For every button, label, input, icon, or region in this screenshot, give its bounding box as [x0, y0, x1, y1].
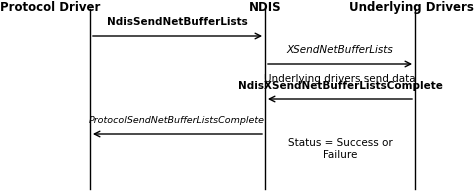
Text: XSendNetBufferLists: XSendNetBufferLists — [287, 45, 393, 55]
Text: Underlying Drivers: Underlying Drivers — [349, 1, 474, 14]
Text: Protocol Driver: Protocol Driver — [0, 1, 100, 14]
Text: ProtocolSendNetBufferListsComplete: ProtocolSendNetBufferListsComplete — [89, 116, 265, 125]
Text: Underlying drivers send data: Underlying drivers send data — [264, 74, 416, 84]
Text: NdisSendNetBufferLists: NdisSendNetBufferLists — [107, 17, 247, 27]
Text: NdisXSendNetBufferListsComplete: NdisXSendNetBufferListsComplete — [237, 81, 442, 91]
Text: NDIS: NDIS — [249, 1, 281, 14]
Text: Status = Success or
Failure: Status = Success or Failure — [288, 138, 392, 160]
